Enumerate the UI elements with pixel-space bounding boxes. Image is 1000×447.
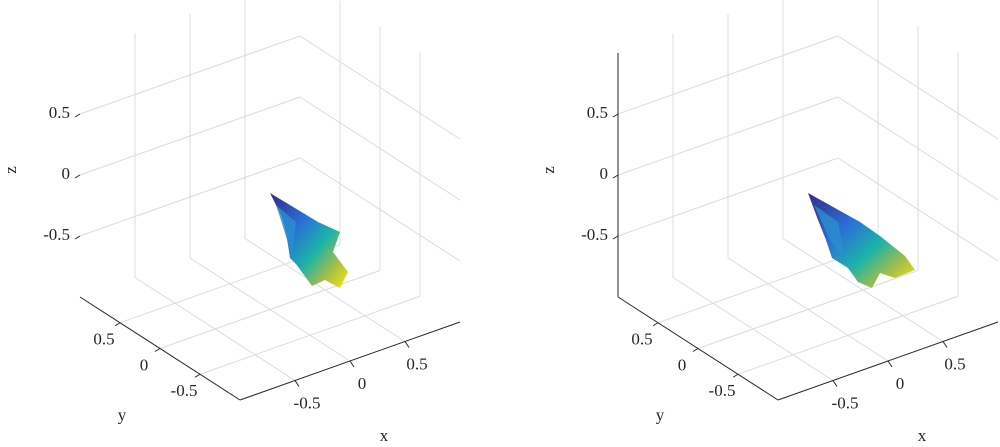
surface-patch <box>276 205 296 256</box>
grids <box>74 0 999 401</box>
tick-mark <box>612 235 619 240</box>
y-tick-label: -0.5 <box>171 381 198 400</box>
tick-mark <box>887 360 893 368</box>
grid-line <box>837 157 999 262</box>
z-tick-label: -0.5 <box>581 225 608 244</box>
grid-line <box>299 157 461 262</box>
grid-line <box>159 270 381 349</box>
grid-line <box>299 96 461 201</box>
z-tick-label: 0 <box>600 164 609 183</box>
grid-line <box>617 96 839 176</box>
grid-line <box>837 96 999 201</box>
surface <box>270 193 348 288</box>
tick-mark <box>942 341 948 348</box>
x-axis-label: x <box>918 426 927 445</box>
grid-line <box>737 295 959 375</box>
tick-mark <box>74 235 81 240</box>
z-tick-label: 0.5 <box>49 103 70 122</box>
surface <box>808 193 915 288</box>
y-tick-label: 0.5 <box>631 330 652 349</box>
y-tick-label: 0.5 <box>93 330 114 349</box>
tick-mark <box>652 322 659 327</box>
tick-mark <box>832 380 838 387</box>
y-axis-line <box>79 296 241 401</box>
surface-patch <box>814 205 846 262</box>
tick-mark <box>612 174 619 179</box>
x-tick-label: 0.5 <box>406 354 427 373</box>
grid-line <box>199 295 421 375</box>
grid-line <box>617 35 839 115</box>
grid-line <box>617 157 839 237</box>
grid-line <box>837 35 999 140</box>
z-tick-label: 0.5 <box>587 103 608 122</box>
surface-patch <box>808 193 915 288</box>
y-tick-label: -0.5 <box>709 381 736 400</box>
tick-mark <box>612 113 619 118</box>
grid-line <box>79 96 301 176</box>
z-axis-label: z <box>1 166 20 174</box>
x-axis-label: x <box>380 426 389 445</box>
tick-mark <box>154 348 161 352</box>
x-tick-label: 0 <box>896 374 905 393</box>
tick-mark <box>74 174 81 179</box>
y-axis-label: y <box>656 405 665 424</box>
grid-line <box>299 35 461 140</box>
grid-line <box>79 35 301 115</box>
x-axis-line <box>239 321 461 401</box>
tick-mark <box>692 348 699 352</box>
tick-mark <box>349 360 355 368</box>
tick-mark <box>74 113 81 118</box>
tick-mark <box>404 341 410 348</box>
x-tick-label: 0.5 <box>944 354 965 373</box>
x-tick-label: 0 <box>358 374 367 393</box>
x-tick-label: -0.5 <box>294 393 321 412</box>
tick-mark <box>732 373 739 378</box>
grid-line <box>79 157 301 237</box>
grid-line <box>697 270 919 349</box>
z-tick-label: 0 <box>62 164 71 183</box>
x-tick-label: -0.5 <box>832 393 859 412</box>
z-tick-label: -0.5 <box>43 225 70 244</box>
z-axis-label: z <box>539 166 558 174</box>
tick-mark <box>294 380 300 387</box>
tick-mark <box>194 373 201 378</box>
surface-patch <box>270 193 348 288</box>
y-tick-label: 0 <box>140 355 149 374</box>
x-axis-line <box>777 321 999 401</box>
y-tick-label: 0 <box>678 355 687 374</box>
tick-mark <box>114 322 121 327</box>
y-axis-label: y <box>118 405 127 424</box>
y-axis-line <box>617 296 779 401</box>
